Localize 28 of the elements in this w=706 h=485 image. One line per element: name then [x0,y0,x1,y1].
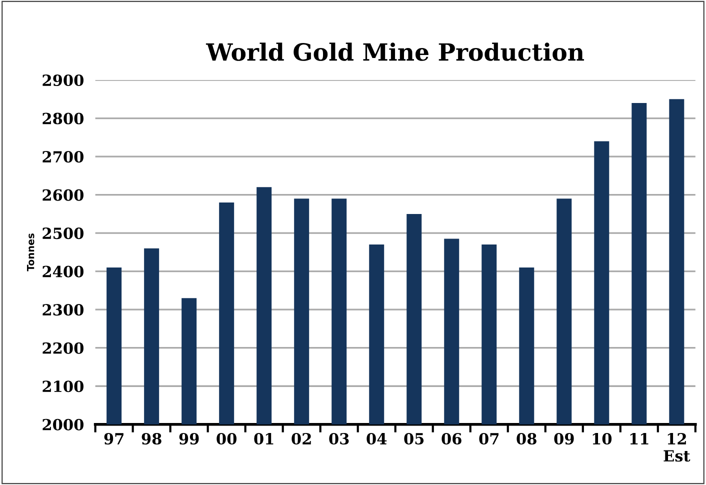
y-tick-label: 2400 [42,266,84,278]
y-tick-label: 2500 [42,228,84,240]
y-tick-label: 2200 [42,342,84,354]
y-tick-label: 2800 [42,112,84,124]
x-tick-label: 98 [142,432,162,445]
y-tick-label: 2600 [42,189,84,201]
x-tick-label: 08 [516,432,536,445]
y-tick-label: 2100 [42,380,84,392]
x-tick-label: 09 [554,432,574,445]
x-tick-label: 06 [442,432,462,445]
y-tick-label: 2700 [42,151,84,163]
x-tick-label: 04 [366,432,387,445]
y-tick-label: 2900 [42,74,84,86]
y-tick-label: 2300 [42,304,84,316]
x-tick-label: 12 Est [664,432,690,462]
y-tick-label: 2000 [42,418,84,430]
x-tick-label: 11 [630,432,648,444]
x-tick-label: 99 [179,432,199,445]
chart-title: World Gold Mine Production [206,42,584,61]
y-axis-title: Tonnes [27,234,34,272]
x-tick-label: 00 [216,432,236,445]
x-tick-label: 10 [592,432,612,445]
x-tick-label: 07 [479,432,498,445]
x-tick-label: 01 [254,432,274,445]
x-tick-label: 05 [404,432,424,445]
x-tick-label: 03 [329,432,349,445]
x-tick-label: 97 [104,432,124,445]
x-tick-label: 02 [292,432,311,445]
